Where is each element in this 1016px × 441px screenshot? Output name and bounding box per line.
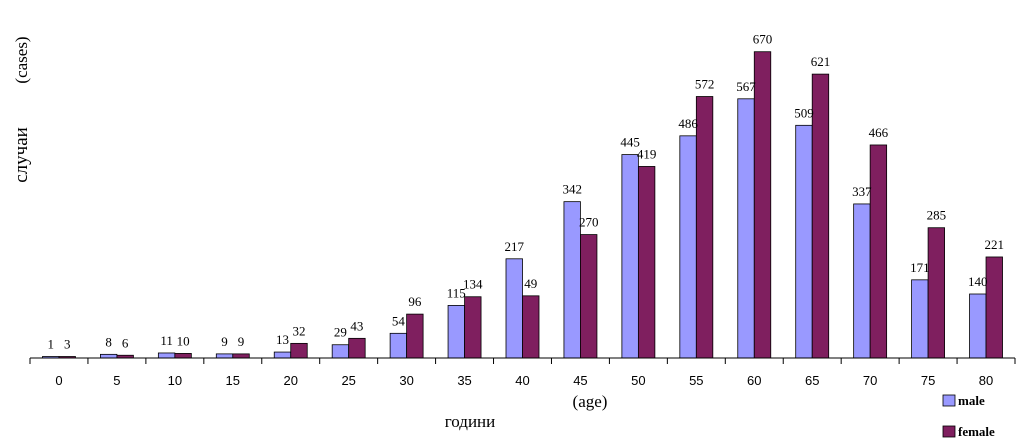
bar-male-70 (853, 203, 871, 359)
x-tick-label: 25 (341, 373, 355, 388)
data-label-male-25: 29 (334, 325, 347, 340)
y-axis-label-bg: случаи (11, 127, 32, 183)
x-tick-label: 5 (113, 373, 120, 388)
bar-female-50 (637, 166, 656, 359)
bar-male-55 (679, 135, 697, 359)
data-label-male-10: 11 (160, 333, 173, 348)
bar-male-80 (969, 293, 987, 359)
bar-female-60 (753, 51, 772, 359)
data-label-female-45: 270 (579, 215, 599, 230)
data-label-male-15: 9 (221, 334, 228, 349)
x-tick-label: 50 (631, 373, 645, 388)
x-tick-label: 15 (226, 373, 240, 388)
data-label-female-50: 419 (637, 146, 657, 161)
bar-female-30 (406, 313, 424, 359)
x-tick-label: 70 (863, 373, 877, 388)
x-ticks-group (29, 358, 1016, 364)
bar-male-75 (911, 279, 929, 359)
legend-swatch-female (942, 425, 956, 438)
bar-female-55 (695, 96, 714, 359)
data-label-male-50: 445 (620, 135, 640, 150)
bar-female-45 (580, 234, 598, 359)
data-label-female-35: 134 (463, 277, 483, 292)
bar-female-10 (174, 353, 192, 359)
data-label-female-15: 9 (238, 334, 245, 349)
bar-female-80 (985, 256, 1003, 359)
x-tick-label: 20 (284, 373, 298, 388)
legend: male female (942, 393, 995, 439)
bar-male-40 (505, 258, 523, 359)
data-label-female-80: 221 (985, 237, 1005, 252)
data-label-male-80: 140 (968, 274, 988, 289)
bar-male-15 (215, 353, 234, 359)
data-label-female-55: 572 (695, 77, 715, 92)
data-label-male-20: 13 (276, 332, 289, 347)
x-axis-label-bg: години (445, 412, 496, 431)
data-label-female-10: 10 (177, 333, 190, 348)
bar-female-75 (927, 227, 945, 359)
x-tick-label: 45 (573, 373, 587, 388)
x-tick-label: 55 (689, 373, 703, 388)
bar-male-5 (100, 353, 118, 359)
data-label-female-70: 466 (869, 125, 889, 140)
bar-male-20 (273, 351, 292, 359)
x-axis-label-en: (age) (573, 392, 608, 411)
data-label-male-45: 342 (562, 182, 582, 197)
bar-male-50 (621, 154, 639, 359)
bar-female-40 (522, 295, 540, 359)
legend-label-male: male (958, 393, 985, 408)
bar-male-60 (737, 98, 755, 359)
data-label-female-0: 3 (64, 337, 71, 352)
x-tick-label: 75 (921, 373, 935, 388)
data-label-female-75: 285 (927, 208, 947, 223)
data-label-male-55: 486 (678, 116, 698, 131)
data-label-male-30: 54 (392, 313, 406, 328)
data-label-female-30: 96 (408, 294, 422, 309)
bar-male-35 (447, 305, 465, 359)
data-label-female-60: 670 (753, 32, 773, 47)
data-label-male-0: 1 (47, 337, 54, 352)
y-axis-label-en: (cases) (12, 36, 31, 83)
data-label-male-65: 509 (794, 105, 814, 120)
data-label-female-25: 43 (350, 318, 363, 333)
x-tick-label: 60 (747, 373, 761, 388)
x-tick-labels-group: 0 5 10 15 20 25 30 35 40 45 50 55 60 65 70 75 80 (55, 373, 993, 388)
x-tick-label: 80 (979, 373, 993, 388)
bar-male-65 (795, 124, 813, 359)
bar-male-30 (389, 332, 408, 359)
legend-swatch-male (942, 394, 956, 407)
data-label-female-40: 49 (524, 276, 537, 291)
x-tick-label: 0 (55, 373, 62, 388)
bar-female-20 (290, 342, 308, 359)
data-label-male-35: 115 (447, 285, 466, 300)
bar-female-35 (464, 296, 482, 359)
x-tick-label: 35 (457, 373, 471, 388)
bar-female-65 (811, 73, 830, 359)
x-tick-label: 30 (399, 373, 413, 388)
bar-female-70 (869, 144, 888, 359)
bars-group (42, 51, 1003, 359)
x-tick-label: 40 (515, 373, 529, 388)
data-label-male-40: 217 (505, 239, 525, 254)
bar-male-10 (157, 352, 176, 359)
data-label-male-5: 8 (105, 334, 112, 349)
bar-female-15 (232, 353, 250, 359)
data-label-male-60: 567 (736, 79, 756, 94)
data-label-female-5: 6 (122, 335, 129, 350)
x-tick-label: 65 (805, 373, 819, 388)
bar-male-25 (331, 344, 350, 359)
bar-female-25 (348, 337, 366, 359)
x-tick-label: 10 (168, 373, 182, 388)
data-label-female-65: 621 (811, 54, 831, 69)
legend-label-female: female (958, 424, 995, 439)
data-label-female-20: 32 (292, 323, 305, 338)
data-label-male-70: 337 (852, 184, 872, 199)
data-label-male-75: 171 (910, 260, 930, 275)
